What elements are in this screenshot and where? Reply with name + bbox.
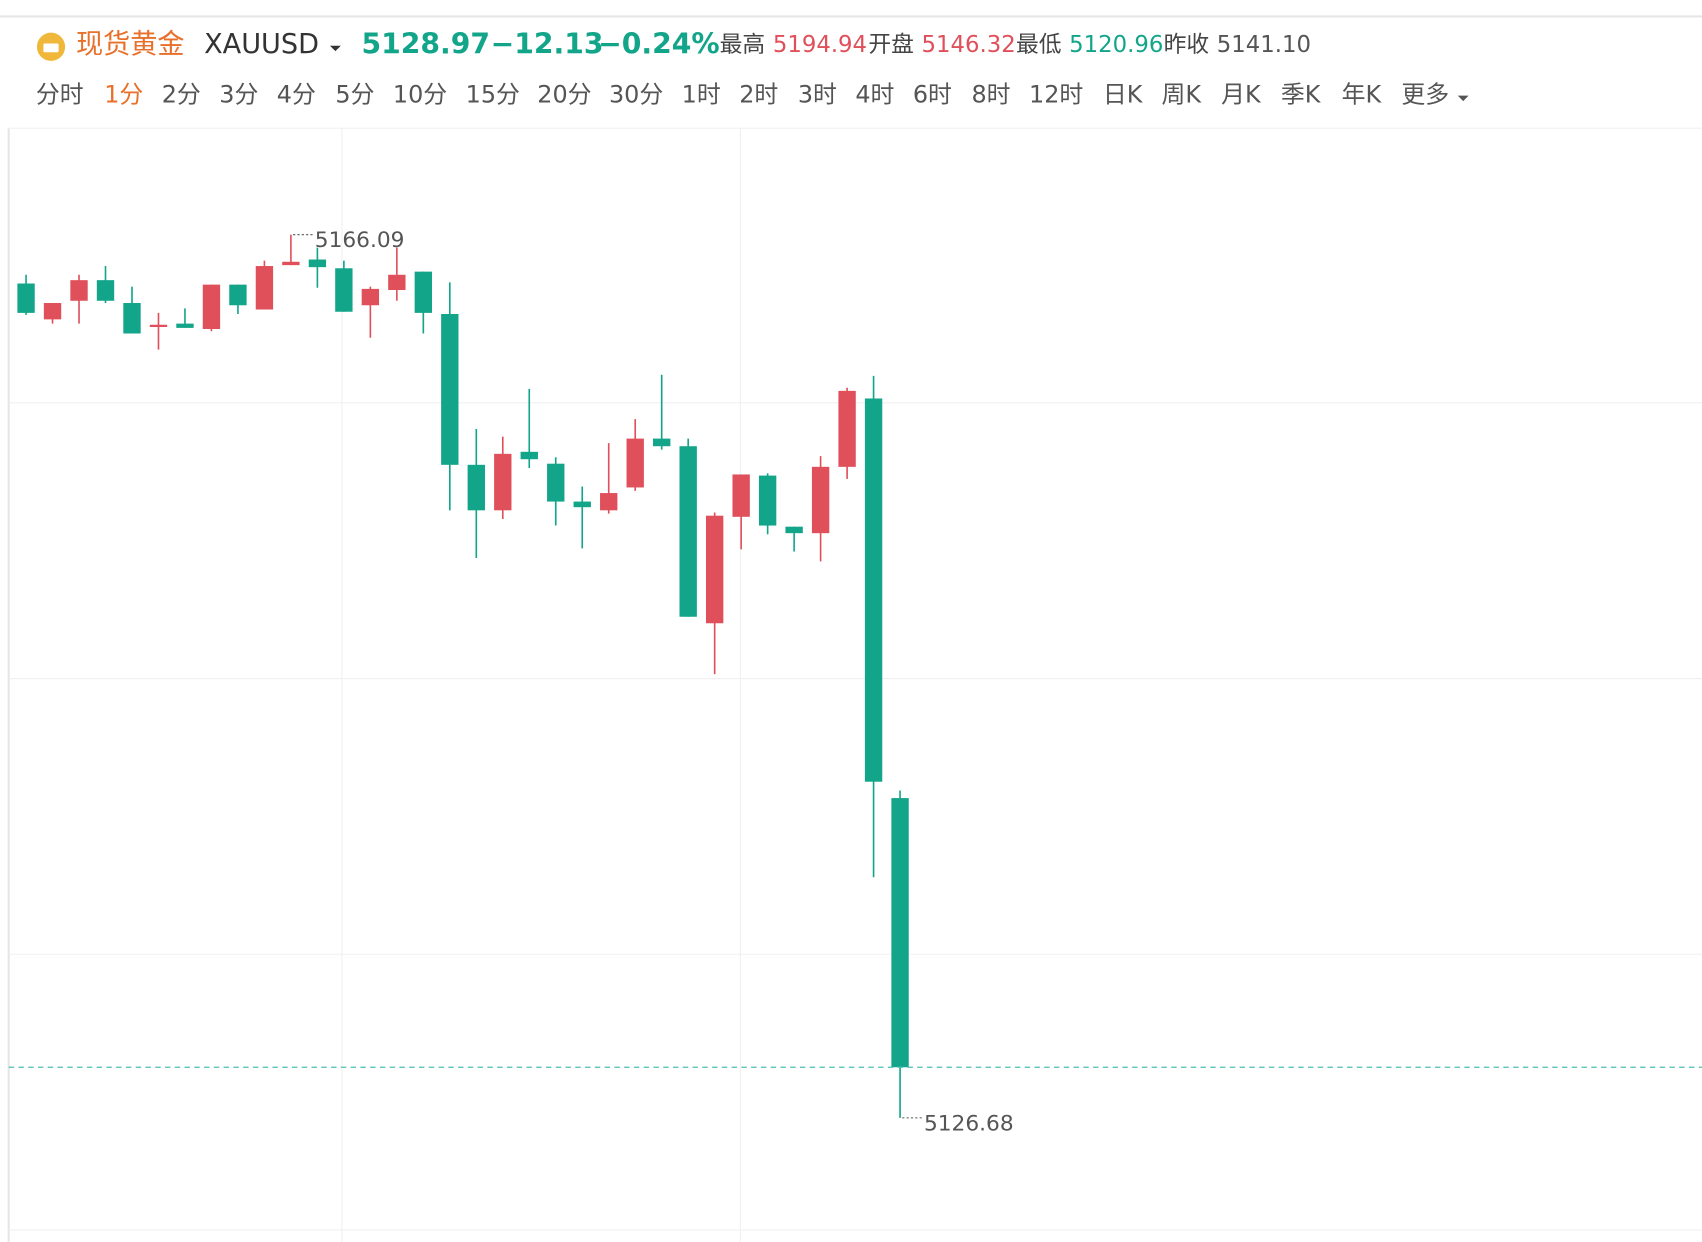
candle-body bbox=[494, 453, 512, 511]
candle-body bbox=[891, 798, 909, 1068]
interval-tab[interactable]: 季K bbox=[1281, 81, 1322, 109]
gold-icon-bar bbox=[43, 43, 59, 53]
candle-body bbox=[758, 475, 777, 526]
candle-body bbox=[388, 274, 406, 291]
candle-body bbox=[467, 464, 485, 511]
candle-body bbox=[229, 284, 247, 306]
candle-body bbox=[43, 303, 62, 320]
interval-tab[interactable]: 6时 bbox=[913, 81, 952, 109]
interval-tab[interactable]: 2分 bbox=[162, 81, 201, 109]
interval-tab[interactable]: 8时 bbox=[971, 81, 1010, 109]
interval-tab[interactable]: 月K bbox=[1221, 81, 1262, 109]
candle-body bbox=[308, 259, 327, 268]
candle-body bbox=[785, 526, 803, 534]
stat-label: 最高 bbox=[720, 32, 766, 58]
interval-tab[interactable]: 5分 bbox=[335, 81, 374, 109]
candle-body bbox=[838, 390, 856, 467]
candle-body bbox=[202, 284, 221, 330]
candle-body bbox=[361, 288, 380, 306]
candle-body bbox=[282, 261, 300, 266]
interval-tab[interactable]: 1分 bbox=[104, 81, 143, 109]
stat-label: 最低 bbox=[1016, 32, 1062, 58]
candle-body bbox=[123, 303, 141, 334]
interval-tab[interactable]: 12时 bbox=[1029, 81, 1083, 109]
more-caret[interactable] bbox=[1457, 95, 1469, 102]
stat-value: 5120.96 bbox=[1069, 32, 1163, 58]
interval-tab[interactable]: 周K bbox=[1161, 81, 1202, 109]
candle-body bbox=[441, 313, 459, 465]
candle-body bbox=[600, 493, 618, 511]
interval-tab[interactable]: 1时 bbox=[682, 81, 721, 109]
interval-tab[interactable]: 4分 bbox=[277, 81, 316, 109]
change: −12.13 bbox=[491, 28, 604, 61]
candle-body bbox=[653, 438, 671, 447]
candle-body bbox=[626, 438, 644, 488]
stat-value: 5146.32 bbox=[922, 32, 1016, 58]
candle-body bbox=[573, 501, 591, 508]
interval-tab[interactable]: 2时 bbox=[739, 81, 778, 109]
low-annotation: 5126.68 bbox=[924, 1111, 1014, 1136]
interval-tab[interactable]: 3时 bbox=[798, 81, 837, 109]
interval-tab[interactable]: 年K bbox=[1342, 81, 1383, 109]
stat-label: 昨收 bbox=[1164, 32, 1210, 58]
stat-label: 开盘 bbox=[868, 32, 914, 58]
candle-body bbox=[414, 271, 433, 313]
interval-tab[interactable]: 更多 bbox=[1401, 81, 1449, 109]
candle-body bbox=[17, 283, 35, 313]
candle-body bbox=[520, 451, 538, 460]
interval-tab[interactable]: 15分 bbox=[466, 81, 520, 109]
candle-body bbox=[70, 280, 88, 301]
candle-body bbox=[732, 474, 750, 517]
interval-tab[interactable]: 20分 bbox=[537, 81, 591, 109]
candle-body bbox=[96, 280, 115, 301]
interval-tab[interactable]: 分时 bbox=[36, 81, 84, 109]
candle-body bbox=[255, 266, 274, 310]
change-pct: −0.24% bbox=[598, 28, 720, 61]
candle-body bbox=[864, 398, 883, 782]
candle-body bbox=[811, 466, 830, 534]
interval-tab[interactable]: 30分 bbox=[609, 81, 663, 109]
symbol[interactable]: XAUUSD bbox=[204, 29, 319, 60]
stat-value: 5194.94 bbox=[773, 32, 867, 58]
candle-body bbox=[176, 323, 194, 328]
price: 5128.97 bbox=[361, 28, 490, 61]
interval-tab[interactable]: 日K bbox=[1103, 81, 1144, 109]
candle-body bbox=[705, 515, 724, 624]
symbol-caret[interactable] bbox=[329, 45, 341, 52]
instrument-name: 现货黄金 bbox=[76, 29, 185, 60]
interval-tab[interactable]: 10分 bbox=[393, 81, 447, 109]
stat-value: 5141.10 bbox=[1217, 32, 1311, 58]
candle-body bbox=[149, 324, 168, 327]
candle-body bbox=[679, 446, 697, 617]
candle-body bbox=[335, 268, 353, 312]
interval-tab[interactable]: 3分 bbox=[219, 81, 258, 109]
high-annotation: 5166.09 bbox=[315, 228, 405, 253]
candle-body bbox=[547, 463, 565, 502]
interval-tab[interactable]: 4时 bbox=[855, 81, 894, 109]
